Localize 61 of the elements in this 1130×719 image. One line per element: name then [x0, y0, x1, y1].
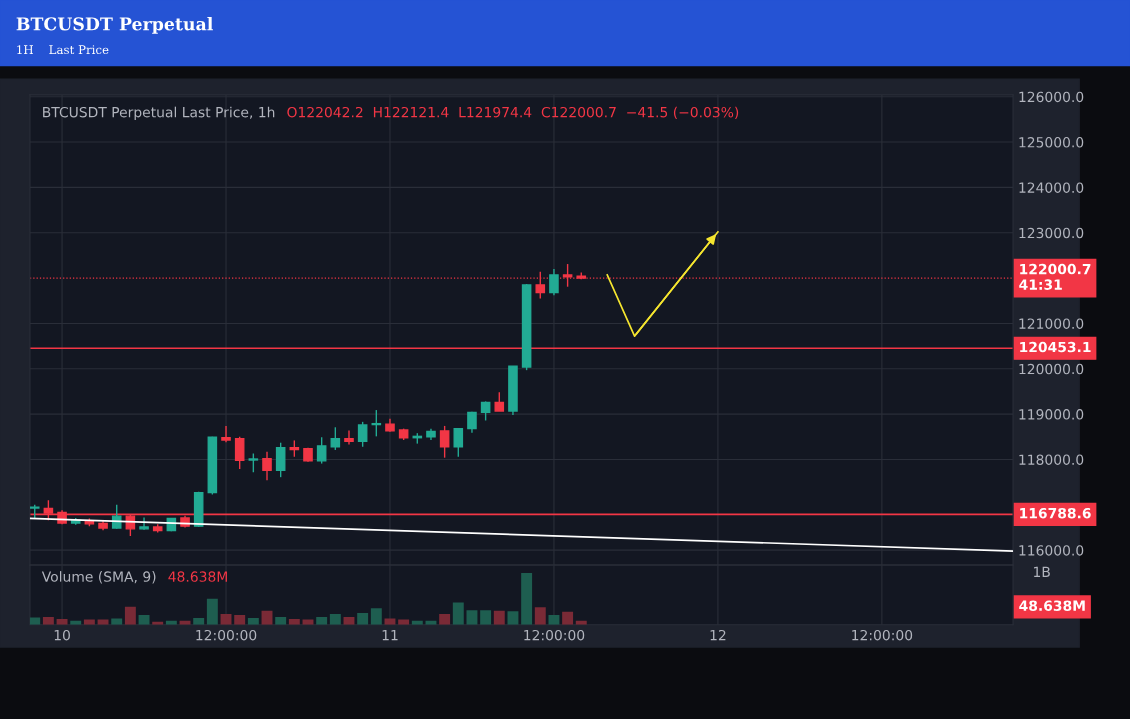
- x-tick-label: 12:00:00: [524, 629, 585, 641]
- bar: [316, 617, 328, 625]
- bar: [466, 610, 478, 625]
- x-tick-label: 12:00:00: [196, 629, 257, 641]
- candlestick: [234, 436, 245, 470]
- bar: [493, 610, 505, 625]
- ref-line-label: 120453.1: [1020, 341, 1091, 353]
- bar: [507, 611, 519, 625]
- candlestick: [480, 400, 491, 422]
- ref-line-label: 122000.7 41:31: [1019, 263, 1091, 290]
- annotation: O122042.2 H122121.4 L121974.4 C122000.7 −41.5 (−0.03%): [287, 106, 739, 120]
- bar: [534, 607, 546, 625]
- candlestick: [494, 391, 505, 412]
- candlestick: [439, 425, 450, 459]
- text: 1B: [1034, 566, 1050, 577]
- candlestick: [330, 426, 341, 451]
- ref-line-label: 116788.6: [1020, 507, 1091, 519]
- y-tick-label: 118000.0: [1019, 454, 1084, 465]
- bar: [452, 602, 464, 625]
- chart-title: BTCUSDT Perpetual: [16, 17, 213, 34]
- bar: [370, 608, 382, 625]
- bar: [521, 572, 533, 625]
- candlestick: [221, 425, 231, 443]
- y-tick-label: 121000.0: [1019, 318, 1084, 329]
- bar: [480, 610, 492, 625]
- annotation: BTCUSDT Perpetual Last Price, 1h: [43, 106, 275, 121]
- chart-title: Volume (SMA, 9): [41, 571, 156, 584]
- candlestick: [248, 452, 259, 473]
- chart-subtitle: 1H Last Price: [17, 45, 109, 55]
- y-tick-label: 126000.0: [1019, 91, 1084, 103]
- candlestick: [549, 268, 559, 297]
- candlestick: [275, 442, 286, 478]
- candlestick: [316, 436, 327, 465]
- bar: [357, 612, 369, 625]
- bar: [42, 617, 54, 625]
- y-tick-label: 119000.0: [1019, 409, 1084, 420]
- y-tick-label: 120000.0: [1019, 363, 1084, 375]
- candlestick: [453, 427, 464, 458]
- bar: [206, 598, 218, 625]
- bar: [548, 614, 560, 625]
- y-tick-label: 125000.0: [1019, 137, 1084, 148]
- x-tick-label: 12: [710, 629, 726, 641]
- bar: [562, 611, 574, 625]
- bar: [329, 613, 341, 625]
- y-tick-label: 116000.0: [1019, 545, 1084, 556]
- bar: [124, 606, 136, 625]
- x-tick-label: 12:00:00: [852, 629, 913, 641]
- y-tick-label: 123000.0: [1019, 227, 1084, 239]
- candlestick: [357, 421, 368, 448]
- text: 48.638M: [1019, 600, 1085, 611]
- annotation: 48.638M: [168, 571, 227, 582]
- candlestick: [262, 451, 272, 482]
- bar: [234, 614, 246, 625]
- candlestick: [371, 409, 382, 438]
- x-tick-label: 11: [382, 630, 398, 641]
- y-tick-label: 124000.0: [1019, 182, 1084, 193]
- bar: [275, 617, 287, 625]
- bar: [439, 613, 451, 625]
- x-tick-label: 10: [54, 629, 70, 641]
- candlestick: [344, 429, 354, 446]
- bar: [138, 614, 150, 625]
